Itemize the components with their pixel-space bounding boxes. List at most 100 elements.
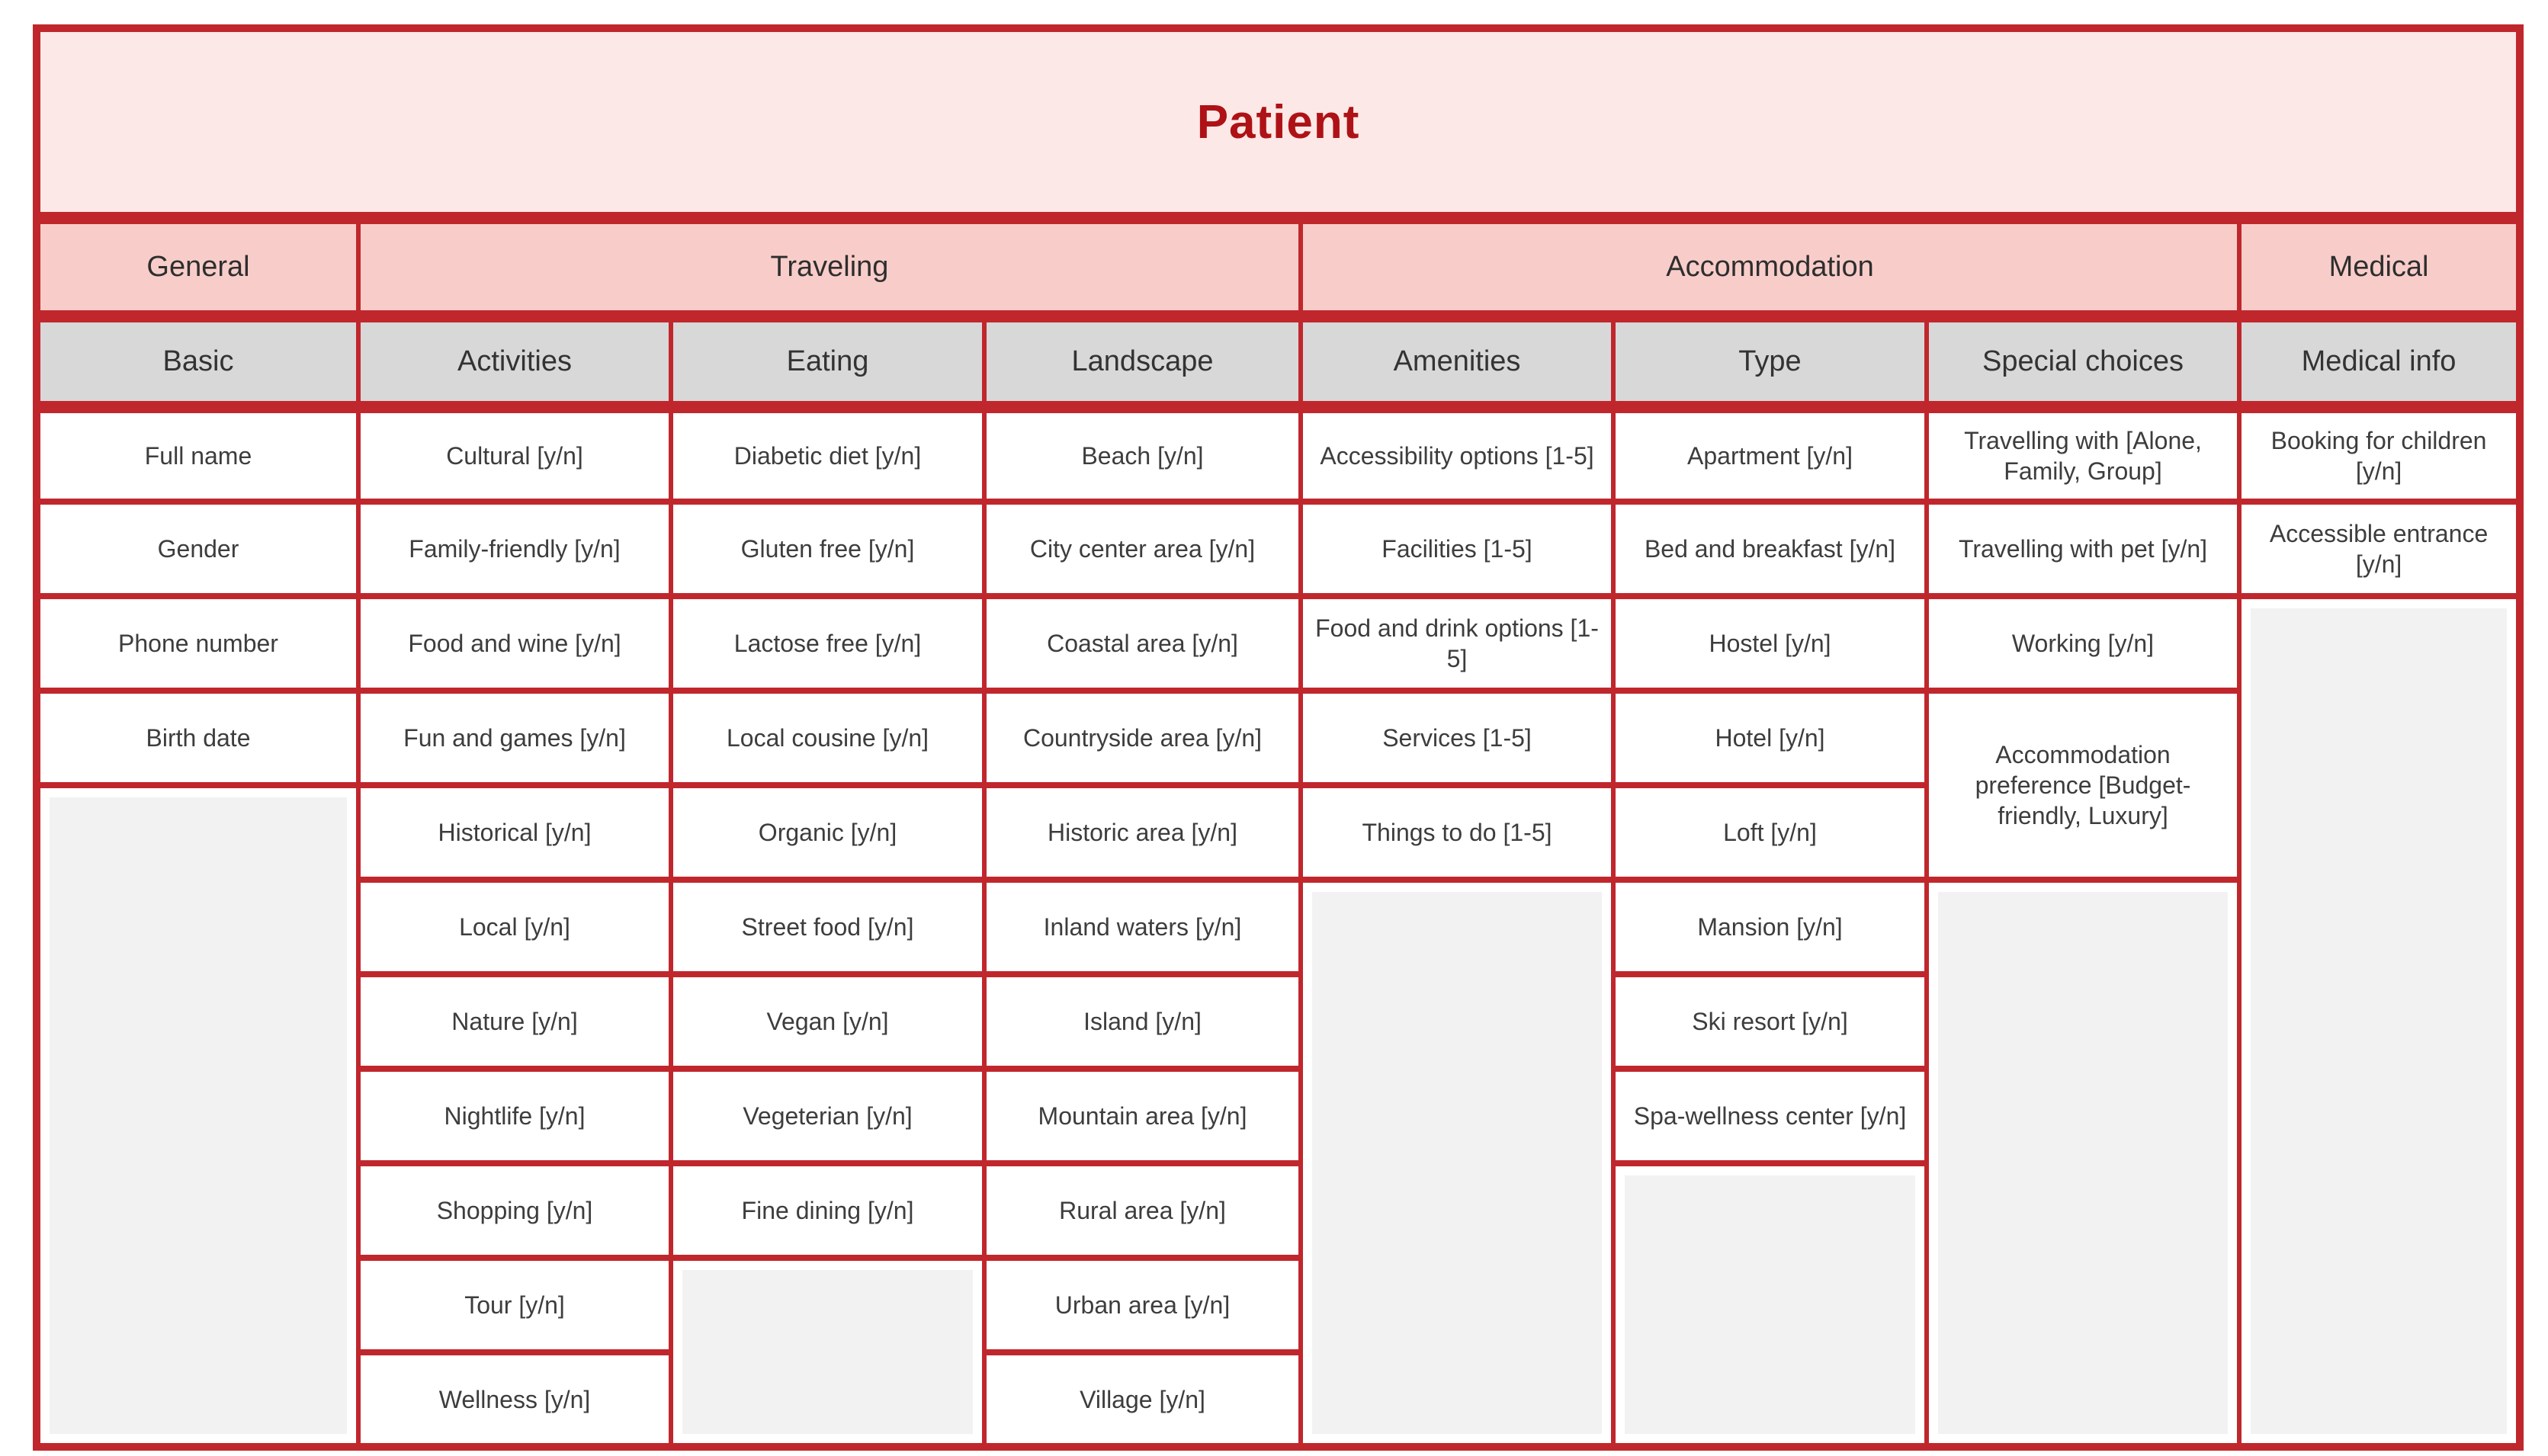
cell-landscape-7: Mountain area [y/n] [982,1066,1303,1166]
cell-label: Full name [144,442,252,470]
cell-activities-5: Local [y/n] [356,877,673,977]
cell-amenities-2: Food and drink options [1-5] [1298,593,1616,694]
subheader-label: Eating [786,345,869,377]
cell-activities-0: Cultural [y/n] [356,404,673,505]
patient-table: Patient General Traveling Accommodation Medi… [33,24,2524,1451]
cell-basic-0: Full name [34,404,361,505]
cell-activities-7: Nightlife [y/n] [356,1066,673,1166]
cell-amenities-4: Things to do [1-5] [1298,782,1616,883]
cell-activities-4: Historical [y/n] [356,782,673,883]
cell-label: Birth date [146,724,251,752]
cell-label: Beach [y/n] [1081,442,1204,470]
cell-eating-3: Local cousine [y/n] [669,688,987,788]
cell-label: Vegeterian [y/n] [743,1102,913,1130]
cell-landscape-8: Rural area [y/n] [982,1160,1303,1261]
cell-activities-6: Nature [y/n] [356,971,673,1072]
group-header-label: General [146,251,250,283]
subheader-type: Type [1611,313,1929,413]
cell-label: Nightlife [y/n] [444,1102,586,1130]
cell-label: Lactose free [y/n] [733,630,922,657]
subheader-basic: Basic [34,313,361,413]
cell-label: Island [y/n] [1083,1008,1202,1035]
cell-label: Diabetic diet [y/n] [733,442,922,470]
patient-entity-diagram: Patient General Traveling Accommodation Medi… [33,24,2524,1451]
cell-amenities-0: Accessibility options [1-5] [1298,404,1616,505]
subheader-activities: Activities [356,313,673,413]
cell-activities-8: Shopping [y/n] [356,1160,673,1261]
cell-medical-info-0: Booking for children [y/n] [2236,404,2523,505]
cell-amenities-1: Facilities [1-5] [1298,499,1616,599]
cell-label: Ski resort [y/n] [1692,1008,1848,1035]
cell-label: Things to do [1-5] [1362,819,1552,846]
cell-label: Facilities [1-5] [1382,535,1532,563]
cell-label: Bed and breakfast [y/n] [1644,535,1896,563]
cell-label: Mansion [y/n] [1697,913,1843,941]
subheader-eating: Eating [669,313,987,413]
subheader-label: Activities [457,345,572,377]
group-header-label: Medical [2328,251,2429,283]
cell-type-7: Spa-wellness center [y/n] [1611,1066,1929,1166]
subheader-amenities: Amenities [1298,313,1616,413]
empty-area-eating [669,1255,987,1450]
cell-label: Village [y/n] [1080,1385,1205,1413]
cell-activities-9: Tour [y/n] [356,1255,673,1355]
cell-label: Shopping [y/n] [436,1197,593,1224]
cell-label: Apartment [y/n] [1687,442,1853,470]
cell-label: Street food [y/n] [741,913,914,941]
subheader-label: Medical info [2301,345,2457,377]
cell-type-0: Apartment [y/n] [1611,404,1929,505]
cell-basic-2: Phone number [34,593,361,694]
cell-special-choices-2: Working [y/n] [1924,593,2242,694]
empty-area-amenities [1298,877,1616,1450]
subheader-special-choices: Special choices [1924,313,2242,413]
cell-label: Fine dining [y/n] [741,1197,914,1224]
cell-type-2: Hostel [y/n] [1611,593,1929,694]
cell-label: Loft [y/n] [1723,819,1817,846]
cell-label: Coastal area [y/n] [1047,630,1238,657]
group-header-traveling: Traveling [356,215,1303,322]
cell-eating-1: Gluten free [y/n] [669,499,987,599]
cell-label: Booking for children [y/n] [2270,427,2487,485]
cell-label: Food and wine [y/n] [408,630,621,657]
group-header-general: General [34,215,361,322]
subheader-label: Landscape [1071,345,1214,377]
subheader-label: Amenities [1393,345,1521,377]
empty-area-type [1611,1160,1929,1450]
cell-label: Inland waters [y/n] [1043,913,1242,941]
cell-label: Hotel [y/n] [1715,724,1825,752]
cell-eating-7: Vegeterian [y/n] [669,1066,987,1166]
cell-landscape-1: City center area [y/n] [982,499,1303,599]
cell-label: Mountain area [y/n] [1038,1102,1247,1130]
cell-label: Services [1-5] [1382,724,1532,752]
cell-eating-8: Fine dining [y/n] [669,1160,987,1261]
cell-basic-3: Birth date [34,688,361,788]
cell-type-3: Hotel [y/n] [1611,688,1929,788]
cell-special-choices-1: Travelling with pet [y/n] [1924,499,2242,599]
cell-special-choices-0: Travelling with [Alone, Family, Group] [1924,404,2242,505]
cell-landscape-2: Coastal area [y/n] [982,593,1303,694]
cell-label: Accommodation preference [Budget-friendl… [1975,741,2191,829]
empty-area-special-choices [1924,877,2242,1450]
cell-type-6: Ski resort [y/n] [1611,971,1929,1072]
cell-medical-info-1: Accessible entrance [y/n] [2236,499,2523,599]
subheader-medical-info: Medical info [2236,313,2523,413]
cell-landscape-6: Island [y/n] [982,971,1303,1072]
cell-landscape-3: Countryside area [y/n] [982,688,1303,788]
subheader-label: Type [1738,345,1802,377]
group-header-label: Accommodation [1666,251,1874,283]
cell-type-5: Mansion [y/n] [1611,877,1929,977]
empty-area-basic [34,782,361,1450]
cell-label: Fun and games [y/n] [403,724,626,752]
cell-special-choices-3: Accommodation preference [Budget-friendl… [1924,688,2242,883]
cell-label: Cultural [y/n] [446,442,583,470]
cell-label: Accessible entrance [y/n] [2269,520,2489,578]
cell-label: Family-friendly [y/n] [409,535,621,563]
cell-landscape-5: Inland waters [y/n] [982,877,1303,977]
cell-label: Phone number [118,630,278,657]
cell-eating-6: Vegan [y/n] [669,971,987,1072]
cell-landscape-9: Urban area [y/n] [982,1255,1303,1355]
cell-label: Travelling with pet [y/n] [1958,535,2208,563]
cell-label: Historic area [y/n] [1048,819,1237,846]
cell-label: Accessibility options [1-5] [1320,442,1594,470]
subheader-landscape: Landscape [982,313,1303,413]
